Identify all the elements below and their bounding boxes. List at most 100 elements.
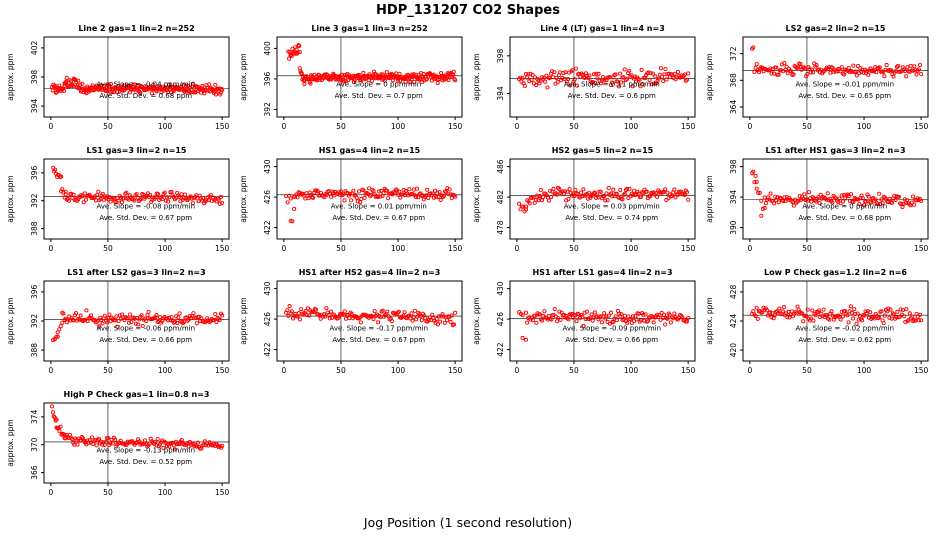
plot-box bbox=[509, 36, 696, 118]
y-tick-label: 392 bbox=[30, 314, 39, 329]
x-tick-label: 100 bbox=[391, 244, 406, 253]
subplot-13: High P Check gas=1 lin=0.8 n=3 approx. pp… bbox=[2, 388, 235, 510]
slope-annotation: Ave. Slope = 0.11 ppm/min bbox=[564, 81, 660, 89]
slope-annotation: Ave. Slope = -0.01 ppm/min bbox=[795, 81, 894, 89]
subplot-title: Low P Check gas=1.2 lin=2 n=6 bbox=[764, 268, 907, 277]
data-points bbox=[51, 165, 225, 207]
y-tick-label: 392 bbox=[30, 193, 39, 208]
x-tick-label: 100 bbox=[158, 366, 173, 375]
y-tick-label: 422 bbox=[496, 342, 505, 357]
x-tick-label: 150 bbox=[914, 366, 929, 375]
slope-annotation: Ave. Slope = 0.01 ppm/min bbox=[331, 203, 427, 211]
x-tick-label: 50 bbox=[103, 244, 113, 253]
stddev-annotation: Ave. Std. Dev. = 0.7 ppm bbox=[335, 92, 423, 100]
subplot-6: HS1 gas=4 lin=2 n=15 approx. ppm 0 50 100 150… bbox=[235, 144, 468, 266]
x-tick-label: 50 bbox=[103, 488, 113, 497]
subplot-canvas-7: HS2 gas=5 lin=2 n=15 approx. ppm 0 50 100 150… bbox=[472, 146, 696, 253]
subplot-canvas-5: LS1 gas=3 lin=2 n=15 approx. ppm 0 50 100 150… bbox=[6, 146, 230, 253]
data-points bbox=[284, 186, 458, 224]
subplot-title: HS1 after LS1 gas=4 lin=2 n=3 bbox=[532, 268, 672, 277]
stddev-annotation: Ave. Std. Dev. = 0.66 ppm bbox=[99, 336, 192, 344]
y-tick-label: 430 bbox=[263, 281, 272, 296]
y-tick-label: 374 bbox=[30, 410, 39, 425]
subplot-canvas-2: Line 3 gas=1 lin=3 n=252 approx. ppm 0 50 10… bbox=[239, 24, 463, 131]
subplot-title: HS2 gas=5 lin=2 n=15 bbox=[552, 146, 654, 155]
x-tick-label: 150 bbox=[681, 122, 696, 131]
y-tick-label: 372 bbox=[729, 46, 738, 61]
slope-annotation: Ave. Slope = -0.02 ppm/min bbox=[795, 325, 894, 333]
stddev-annotation: Ave. Std. Dev. = 0.67 ppm bbox=[332, 214, 425, 222]
data-points bbox=[517, 306, 691, 342]
subplot-title: High P Check gas=1 lin=0.8 n=3 bbox=[64, 390, 210, 399]
subplot-title: HS1 gas=4 lin=2 n=15 bbox=[319, 146, 421, 155]
x-tick-label: 0 bbox=[514, 122, 519, 131]
y-tick-label: 388 bbox=[30, 343, 39, 358]
plot-box bbox=[43, 158, 230, 240]
subplot-canvas-3: Line 4 (LT) gas=1 lin=4 n=3 approx. ppm 0 5… bbox=[472, 24, 696, 131]
x-tick-label: 150 bbox=[448, 244, 463, 253]
stddev-annotation: Ave. Std. Dev. = 0.67 ppm bbox=[332, 336, 425, 344]
x-tick-label: 100 bbox=[158, 244, 173, 253]
slope-annotation: Ave. Slope = -0.06 ppm/min bbox=[96, 325, 195, 333]
y-axis-label: approx. ppm bbox=[6, 419, 15, 466]
slope-annotation: Ave. Slope = -0.09 ppm/min bbox=[562, 325, 661, 333]
y-tick-label: 428 bbox=[729, 285, 738, 300]
x-tick-label: 150 bbox=[448, 366, 463, 375]
y-tick-label: 396 bbox=[263, 72, 272, 87]
y-tick-label: 396 bbox=[30, 166, 39, 181]
y-tick-label: 426 bbox=[263, 190, 272, 205]
slope-annotation: Ave. Slope = 0.03 ppm/min bbox=[564, 203, 660, 211]
slope-annotation: Ave. Slope = 0 ppm/min bbox=[336, 81, 421, 89]
y-tick-label: 388 bbox=[30, 221, 39, 236]
y-axis-label: approx. ppm bbox=[472, 53, 481, 100]
x-tick-label: 100 bbox=[857, 244, 872, 253]
plot-box bbox=[742, 36, 929, 118]
slope-annotation: Ave. Slope = -0.17 ppm/min bbox=[329, 325, 428, 333]
y-tick-label: 430 bbox=[263, 159, 272, 174]
x-tick-label: 50 bbox=[802, 244, 812, 253]
y-tick-label: 394 bbox=[496, 86, 505, 101]
y-axis-label: approx. ppm bbox=[239, 297, 248, 344]
x-tick-label: 0 bbox=[747, 366, 752, 375]
plot-box bbox=[43, 402, 230, 484]
subplot-11: HS1 after LS1 gas=4 lin=2 n=3 approx. ppm… bbox=[468, 266, 701, 388]
data-points bbox=[49, 404, 225, 452]
y-axis-label: approx. ppm bbox=[6, 53, 15, 100]
y-tick-label: 430 bbox=[496, 281, 505, 296]
x-tick-label: 100 bbox=[158, 122, 173, 131]
data-points bbox=[750, 304, 924, 326]
y-tick-label: 398 bbox=[496, 48, 505, 63]
stddev-annotation: Ave. Std. Dev. = 0.68 ppm bbox=[798, 214, 891, 222]
subplot-9: LS1 after LS2 gas=3 lin=2 n=3 approx. ppm… bbox=[2, 266, 235, 388]
y-tick-label: 370 bbox=[30, 437, 39, 452]
x-tick-label: 0 bbox=[747, 244, 752, 253]
stddev-annotation: Ave. Std. Dev. = 0.52 ppm bbox=[99, 458, 192, 466]
x-tick-label: 50 bbox=[569, 366, 579, 375]
subplot-canvas-6: HS1 gas=4 lin=2 n=15 approx. ppm 0 50 100 150… bbox=[239, 146, 463, 253]
x-tick-label: 50 bbox=[802, 366, 812, 375]
stddev-annotation: Ave. Std. Dev. = 0.74 ppm bbox=[565, 214, 658, 222]
data-points bbox=[517, 185, 691, 214]
y-tick-label: 400 bbox=[263, 41, 272, 56]
plot-box bbox=[276, 158, 463, 240]
plot-box bbox=[276, 36, 463, 118]
y-tick-label: 426 bbox=[496, 312, 505, 327]
x-tick-label: 100 bbox=[158, 488, 173, 497]
x-tick-label: 50 bbox=[569, 122, 579, 131]
x-tick-label: 50 bbox=[103, 366, 113, 375]
plot-box bbox=[43, 36, 230, 118]
y-tick-label: 364 bbox=[729, 100, 738, 115]
x-tick-label: 50 bbox=[569, 244, 579, 253]
x-tick-label: 100 bbox=[391, 122, 406, 131]
subplot-5: LS1 gas=3 lin=2 n=15 approx. ppm 0 50 100 150… bbox=[2, 144, 235, 266]
subplot-10: HS1 after HS2 gas=4 lin=2 n=3 approx. ppm… bbox=[235, 266, 468, 388]
y-tick-label: 486 bbox=[496, 159, 505, 174]
y-tick-label: 390 bbox=[729, 220, 738, 235]
data-points bbox=[51, 308, 225, 343]
y-axis-label: approx. ppm bbox=[705, 175, 714, 222]
plots-grid: Line 2 gas=1 lin=2 n=252 approx. ppm 0 50 10… bbox=[2, 22, 934, 510]
y-tick-label: 366 bbox=[30, 465, 39, 480]
plot-box bbox=[276, 280, 463, 362]
y-tick-label: 368 bbox=[729, 73, 738, 88]
